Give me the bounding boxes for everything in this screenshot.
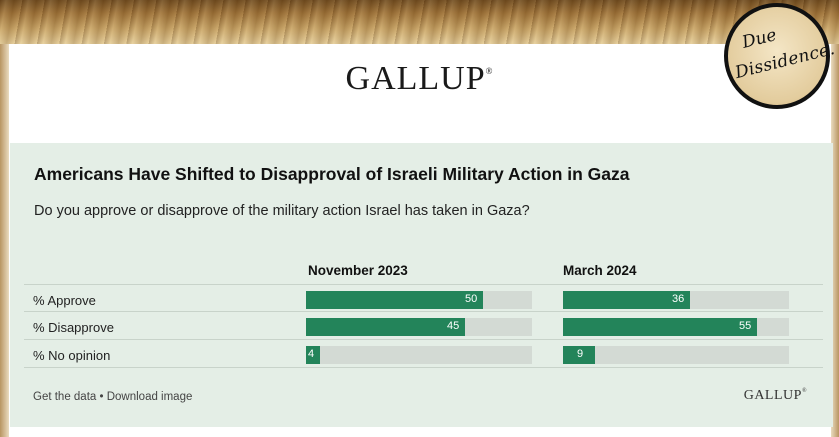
footer-logo-mark: ® (801, 388, 807, 394)
bar-value-label: 36 (672, 293, 685, 305)
watermark-line1: Due (740, 25, 779, 53)
bar (563, 291, 690, 309)
left-edge (0, 44, 9, 437)
bar (306, 346, 320, 364)
chart-subtitle: Do you approve or disapprove of the mili… (34, 203, 530, 219)
series-header-1: November 2023 (308, 263, 408, 278)
logo-text: GALLUP (345, 60, 486, 97)
bar (306, 318, 465, 336)
gallup-logo: GALLUP® (0, 60, 839, 98)
row-divider (24, 367, 823, 368)
chart-title: Americans Have Shifted to Disapproval of… (34, 164, 630, 184)
bar-track: 36 (563, 291, 789, 309)
right-edge (831, 44, 839, 437)
bar-track: 4 (306, 346, 532, 364)
row-divider (24, 311, 823, 312)
footer-links[interactable]: Get the data • Download image (33, 391, 193, 403)
row-divider (24, 339, 823, 340)
row-divider (24, 284, 823, 285)
bar-value-label: 55 (739, 320, 752, 332)
top-banner (0, 0, 839, 44)
bar-track: 55 (563, 318, 789, 336)
bar (563, 318, 757, 336)
category-label: % Approve (33, 293, 96, 308)
category-label: % Disapprove (33, 320, 114, 335)
chart-panel: Americans Have Shifted to Disapproval of… (10, 143, 833, 427)
bar-value-label: 9 (577, 348, 584, 360)
footer-logo-text: GALLUP (743, 388, 802, 403)
bar-track: 9 (563, 346, 789, 364)
logo-mark: ® (485, 66, 494, 76)
bar (306, 291, 483, 309)
bar-track: 50 (306, 291, 532, 309)
watermark-seal: Due Dissidence. (724, 3, 837, 109)
category-label: % No opinion (33, 348, 111, 363)
bar-value-label: 4 (308, 348, 315, 360)
bar-value-label: 50 (465, 293, 478, 305)
bar-track: 45 (306, 318, 532, 336)
bar-value-label: 45 (447, 320, 460, 332)
footer-logo: GALLUP® (744, 388, 807, 404)
bar (563, 346, 595, 364)
series-header-2: March 2024 (563, 263, 637, 278)
